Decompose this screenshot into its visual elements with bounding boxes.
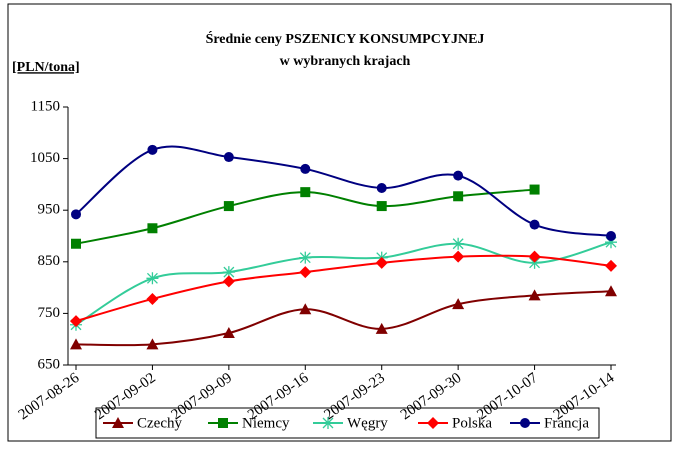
- marker: [453, 170, 464, 181]
- marker: [452, 298, 465, 310]
- marker: [71, 209, 81, 220]
- marker: [299, 251, 312, 264]
- marker: [71, 238, 81, 249]
- y-tick-label: 750: [38, 305, 61, 321]
- marker: [223, 201, 234, 212]
- marker: [322, 417, 334, 429]
- marker: [452, 237, 465, 250]
- y-tick-label: 850: [38, 253, 61, 269]
- marker: [606, 231, 616, 241]
- marker: [452, 250, 465, 263]
- legend-label: Francja: [544, 415, 589, 431]
- marker: [528, 250, 541, 263]
- legend-label: Polska: [452, 415, 492, 431]
- marker: [529, 184, 540, 195]
- marker: [427, 417, 439, 429]
- marker: [218, 418, 228, 428]
- marker: [605, 236, 617, 249]
- marker: [299, 266, 312, 279]
- marker: [376, 183, 387, 194]
- marker: [520, 418, 530, 428]
- marker: [528, 289, 541, 301]
- marker: [300, 163, 311, 174]
- y-tick-label: 950: [38, 202, 61, 218]
- marker: [300, 187, 311, 198]
- marker: [453, 191, 464, 202]
- marker: [222, 275, 235, 288]
- marker: [70, 338, 82, 350]
- marker: [223, 152, 234, 163]
- legend-label: Węgry: [347, 415, 388, 431]
- marker: [528, 256, 541, 269]
- y-tick-label: 650: [38, 356, 61, 372]
- y-tick-label: 1150: [31, 98, 60, 114]
- marker: [146, 272, 159, 285]
- marker: [70, 315, 82, 328]
- marker: [222, 266, 235, 279]
- y-axis-label: [PLN/tona]: [12, 60, 80, 75]
- marker: [375, 256, 388, 269]
- marker: [605, 285, 617, 297]
- legend-label: Czechy: [137, 415, 182, 431]
- marker: [222, 327, 235, 339]
- legend-label: Niemcy: [242, 415, 290, 431]
- marker: [146, 292, 159, 305]
- chart-title: Średnie ceny PSZENICY KONSUMPCYJNEJ: [206, 30, 485, 47]
- marker: [375, 322, 388, 334]
- marker: [147, 223, 158, 234]
- marker: [146, 338, 159, 350]
- marker: [605, 259, 617, 272]
- marker: [147, 144, 158, 155]
- marker: [529, 219, 540, 230]
- chart-frame: [7, 3, 672, 442]
- y-tick-label: 1050: [30, 150, 60, 166]
- marker: [376, 201, 387, 212]
- series-line: [75, 254, 612, 323]
- marker: [112, 417, 124, 428]
- series-line: [75, 290, 612, 347]
- marker: [299, 303, 312, 315]
- chart-subtitle: w wybranych krajach: [280, 54, 411, 69]
